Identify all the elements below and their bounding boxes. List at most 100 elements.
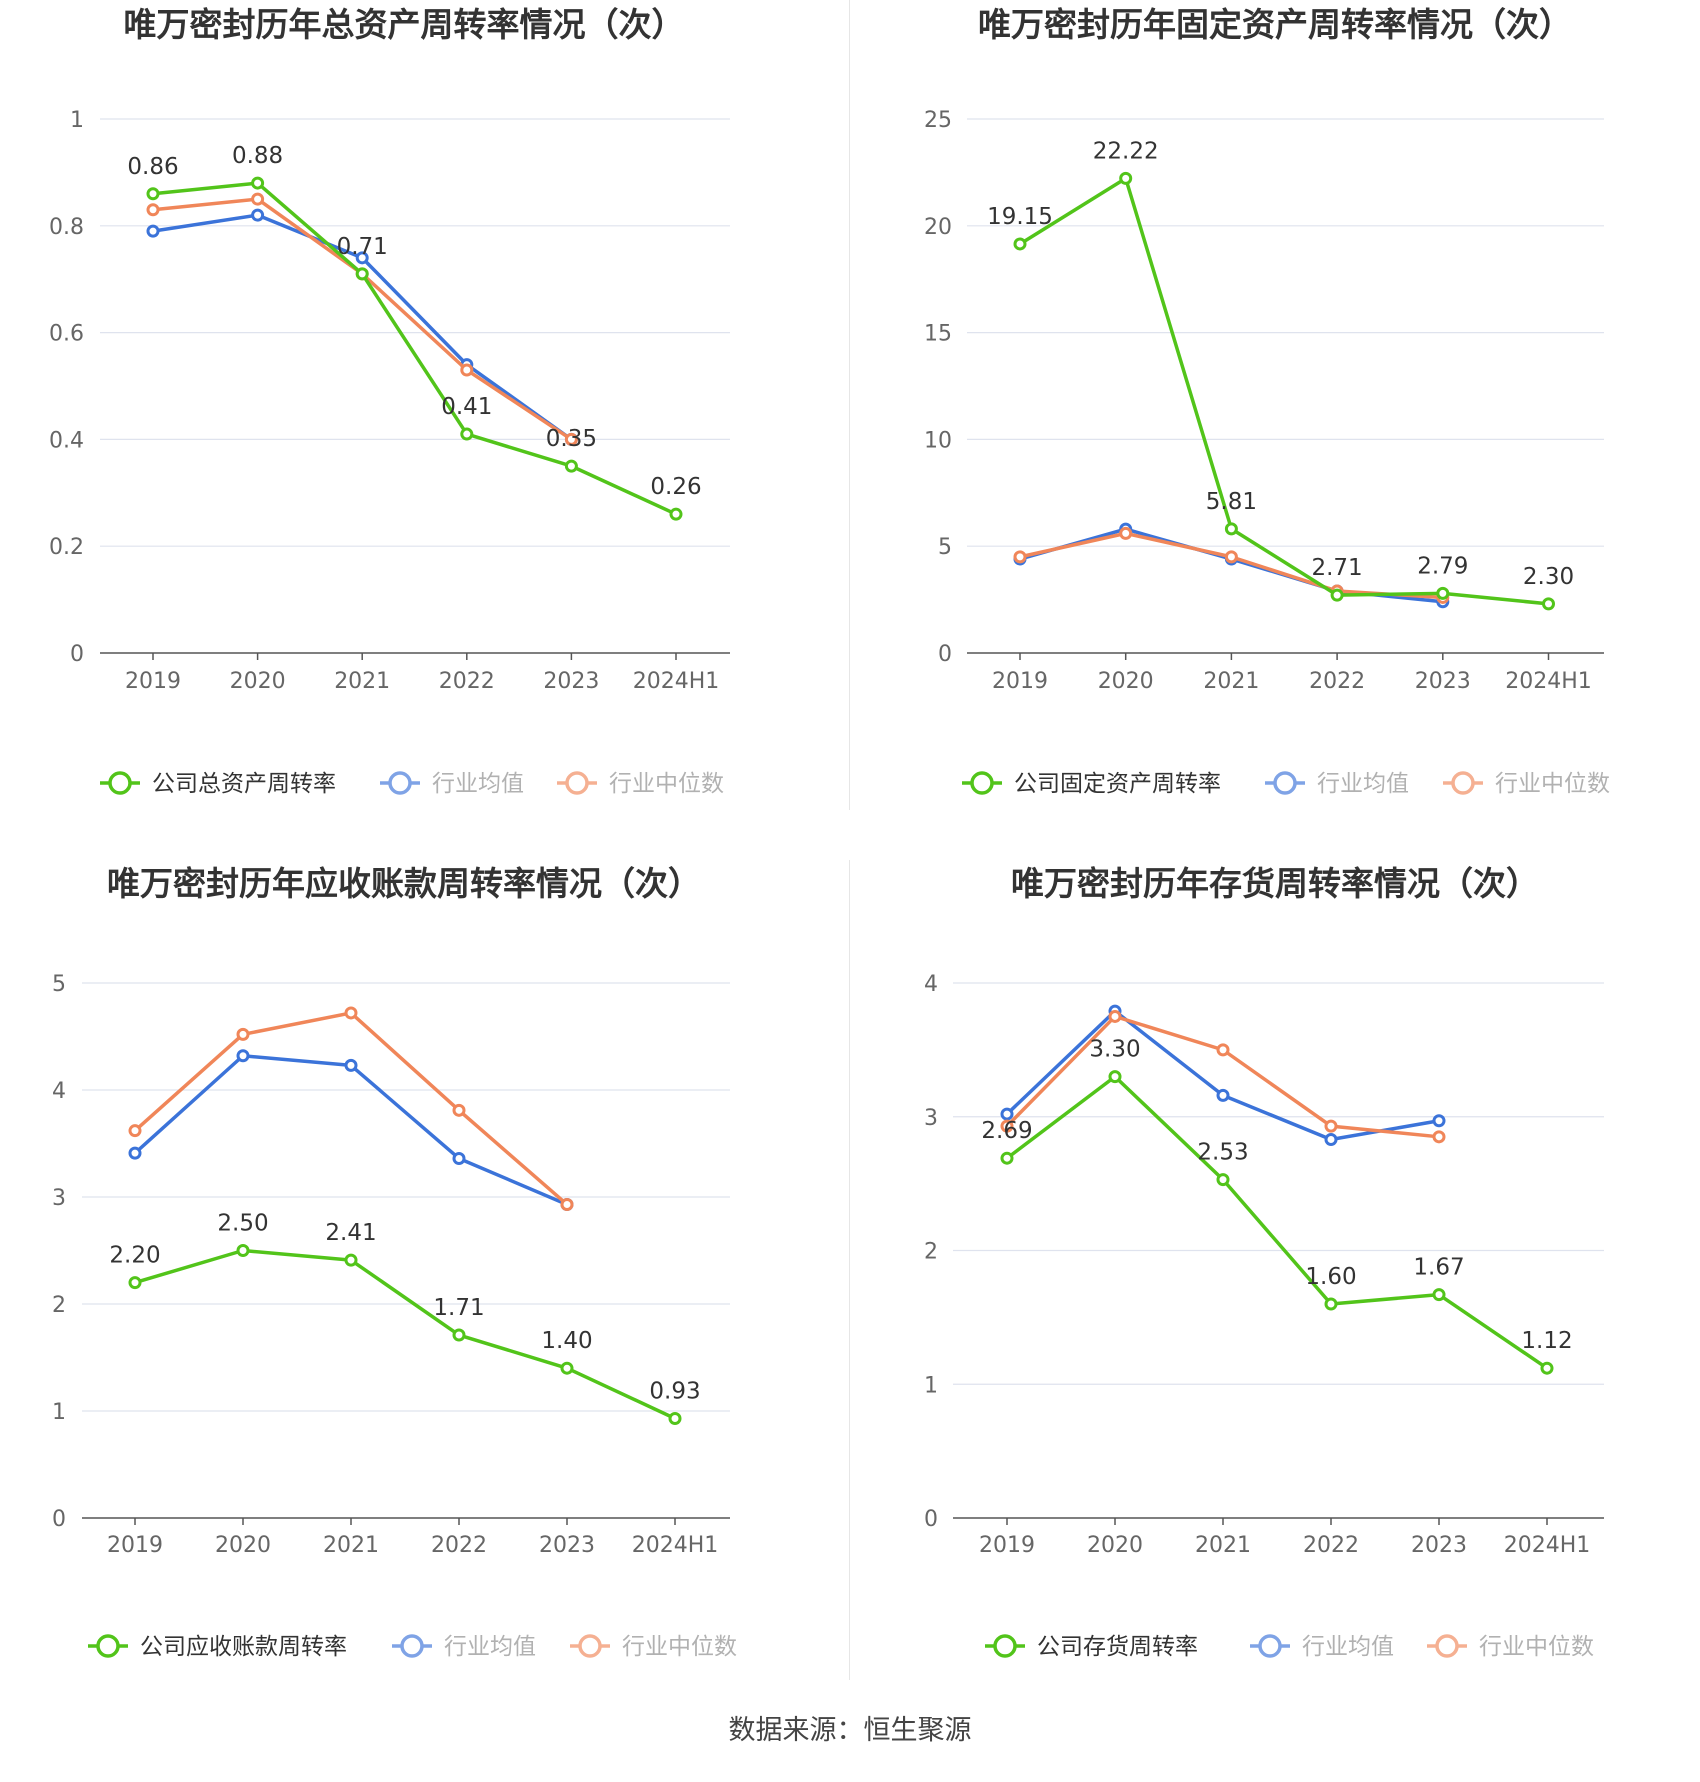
legend-item-company[interactable]: 公司固定资产周转率 (962, 771, 1221, 797)
data-label: 1.67 (1413, 1255, 1464, 1281)
y-tick-label: 0 (924, 1507, 938, 1532)
legend-item-avg[interactable]: 行业均值 (1250, 1634, 1394, 1660)
chart-title: 唯万密封历年固定资产周转率情况（次） (978, 5, 1572, 44)
data-point-company (564, 459, 578, 473)
y-tick-label: 1 (924, 1373, 938, 1398)
data-label: 0.93 (649, 1378, 700, 1404)
data-point-avg (452, 1151, 466, 1165)
data-label: 2.20 (109, 1243, 160, 1269)
legend-label: 公司总资产周转率 (152, 771, 336, 797)
data-label: 1.12 (1521, 1328, 1572, 1354)
series-line-company (1019, 176, 1549, 606)
data-label: 3.30 (1089, 1037, 1140, 1063)
y-tick-label: 3 (924, 1106, 938, 1131)
legend-marker (96, 1634, 120, 1658)
legend-item-company[interactable]: 公司应收账款周转率 (88, 1634, 347, 1660)
y-tick-label: 0.8 (49, 215, 84, 240)
data-point-company (146, 187, 160, 201)
legend-item-avg[interactable]: 行业均值 (380, 771, 524, 797)
x-tick-label: 2024H1 (632, 1533, 719, 1558)
x-tick-label: 2020 (1087, 1533, 1143, 1558)
data-point-company (1324, 1297, 1338, 1311)
data-point-company (1436, 586, 1450, 600)
data-point-avg (146, 224, 160, 238)
x-tick-label: 2021 (323, 1533, 379, 1558)
y-tick-label: 0 (938, 642, 952, 667)
legend-label: 行业均值 (432, 771, 524, 797)
legend-label: 行业均值 (1317, 771, 1409, 797)
legend-item-median[interactable]: 行业中位数 (1427, 1634, 1594, 1660)
data-point-company (128, 1276, 142, 1290)
x-tick-label: 2024H1 (633, 669, 720, 694)
data-point-company (344, 1253, 358, 1267)
data-point-median (1013, 550, 1027, 564)
x-tick-label: 2024H1 (1505, 669, 1592, 694)
y-tick-label: 0.6 (49, 322, 84, 347)
data-point-company (668, 1411, 682, 1425)
x-tick-label: 2021 (1195, 1533, 1251, 1558)
data-point-company (1119, 171, 1133, 185)
legend-label: 行业均值 (1302, 1634, 1394, 1660)
legend-marker (578, 1634, 602, 1658)
data-point-company (1216, 1173, 1230, 1187)
chart-title: 唯万密封历年应收账款周转率情况（次） (107, 864, 701, 903)
y-tick-label: 4 (52, 1079, 66, 1104)
x-tick-label: 2022 (1303, 1533, 1359, 1558)
y-tick-label: 0.2 (49, 535, 84, 560)
legend-item-median[interactable]: 行业中位数 (557, 771, 724, 797)
x-tick-label: 2021 (1203, 669, 1259, 694)
data-point-median (452, 1103, 466, 1117)
legend-item-median[interactable]: 行业中位数 (570, 1634, 737, 1660)
x-tick-label: 2023 (1411, 1533, 1467, 1558)
chart-panel-2: 唯万密封历年固定资产周转率情况（次） 0 5 10 15 20 25 2019 2020 2021… (924, 5, 1610, 797)
x-tick-label: 2019 (979, 1533, 1035, 1558)
legend-item-avg[interactable]: 行业均值 (1265, 771, 1409, 797)
data-point-company (1108, 1070, 1122, 1084)
legend-item-median[interactable]: 行业中位数 (1443, 771, 1610, 797)
series-line-avg (133, 1054, 568, 1207)
legend-label: 公司存货周转率 (1037, 1634, 1198, 1660)
data-point-median (1224, 550, 1238, 564)
series-line-company (1005, 1074, 1548, 1370)
series-line-company (152, 181, 677, 516)
x-tick-label: 2022 (431, 1533, 487, 1558)
legend-item-avg[interactable]: 行业均值 (392, 1634, 536, 1660)
y-tick-label: 0 (52, 1507, 66, 1532)
chart-panel-1: 唯万密封历年总资产周转率情况（次） 0 0.2 0.4 0.6 0.8 1 2019 2020 2… (49, 5, 730, 797)
data-point-company (355, 267, 369, 281)
data-point-company (1224, 522, 1238, 536)
data-point-company (669, 507, 683, 521)
legend-item-company[interactable]: 公司存货周转率 (985, 1634, 1198, 1660)
data-point-median (146, 203, 160, 217)
y-tick-label: 10 (924, 428, 952, 453)
chart-title: 唯万密封历年存货周转率情况（次） (1011, 864, 1539, 903)
y-tick-label: 1 (70, 108, 84, 133)
data-label: 1.60 (1305, 1264, 1356, 1290)
data-label: 2.69 (981, 1118, 1032, 1144)
data-point-avg (1216, 1088, 1230, 1102)
data-point-avg (236, 1049, 250, 1063)
legend-item-company[interactable]: 公司总资产周转率 (100, 771, 336, 797)
data-label: 0.71 (337, 234, 388, 260)
data-point-median (1119, 526, 1133, 540)
chart-panel-4: 唯万密封历年存货周转率情况（次） 0 1 2 3 4 2019 2020 2021 2022 202… (924, 864, 1604, 1660)
data-point-median (128, 1124, 142, 1138)
data-label: 2.79 (1417, 553, 1468, 579)
data-label: 19.15 (987, 204, 1053, 230)
data-point-avg (344, 1058, 358, 1072)
data-point-median (1216, 1043, 1230, 1057)
data-label: 5.81 (1206, 489, 1257, 515)
data-point-company (1013, 237, 1027, 251)
legend-label: 行业中位数 (1495, 771, 1610, 797)
series-line-avg (1005, 1009, 1440, 1142)
x-tick-label: 2022 (1309, 669, 1365, 694)
data-point-avg (355, 251, 369, 265)
data-label: 1.71 (433, 1295, 484, 1321)
data-point-company (560, 1361, 574, 1375)
y-tick-label: 5 (52, 972, 66, 997)
data-label: 0.35 (546, 426, 597, 452)
x-tick-label: 2022 (439, 669, 495, 694)
legend-marker (388, 771, 412, 795)
x-tick-label: 2020 (1098, 669, 1154, 694)
